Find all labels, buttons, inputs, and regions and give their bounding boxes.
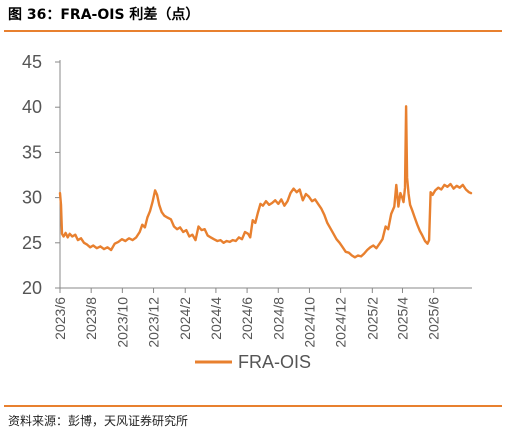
y-tick-label: 25 xyxy=(22,233,42,253)
x-tick-label: 2025/2 xyxy=(364,297,380,340)
x-axis: 2023/6 2023/8 2023/10 2023/12 2024/2 2024/4 20… xyxy=(52,287,472,348)
y-tick-label: 35 xyxy=(22,142,42,162)
y-tick-label: 20 xyxy=(22,278,42,298)
x-tick-label: 2023/8 xyxy=(83,297,99,340)
x-tick-label: 2024/4 xyxy=(208,297,224,340)
y-axis: 20 25 30 35 40 45 xyxy=(22,52,61,298)
x-tick-label: 2023/10 xyxy=(114,297,130,348)
y-tick-label: 30 xyxy=(22,188,42,208)
x-tick-label: 2024/6 xyxy=(239,297,255,340)
x-tick-label: 2024/8 xyxy=(270,297,286,340)
x-tick-label: 2024/2 xyxy=(177,297,193,340)
x-tick-label: 2024/10 xyxy=(301,297,317,348)
legend: FRA-OIS xyxy=(195,352,311,372)
source-rule xyxy=(4,405,502,407)
series-line-fra-ois xyxy=(58,105,473,259)
x-tick-label: 2023/12 xyxy=(146,297,162,348)
legend-label: FRA-OIS xyxy=(238,352,311,372)
figure-title: 图 36：FRA-OIS 利差（点） xyxy=(8,7,200,23)
y-tick-label: 45 xyxy=(22,52,42,72)
x-tick-label: 2025/6 xyxy=(426,297,442,340)
x-tick-label: 2023/6 xyxy=(52,297,68,340)
source-note: 资料来源：彭博，天风证券研究所 xyxy=(8,414,189,428)
x-tick-label: 2025/4 xyxy=(394,297,410,340)
y-tick-label: 40 xyxy=(22,97,42,117)
series-layer xyxy=(58,105,473,259)
title-rule xyxy=(4,30,502,32)
x-tick-label: 2024/12 xyxy=(333,297,349,348)
